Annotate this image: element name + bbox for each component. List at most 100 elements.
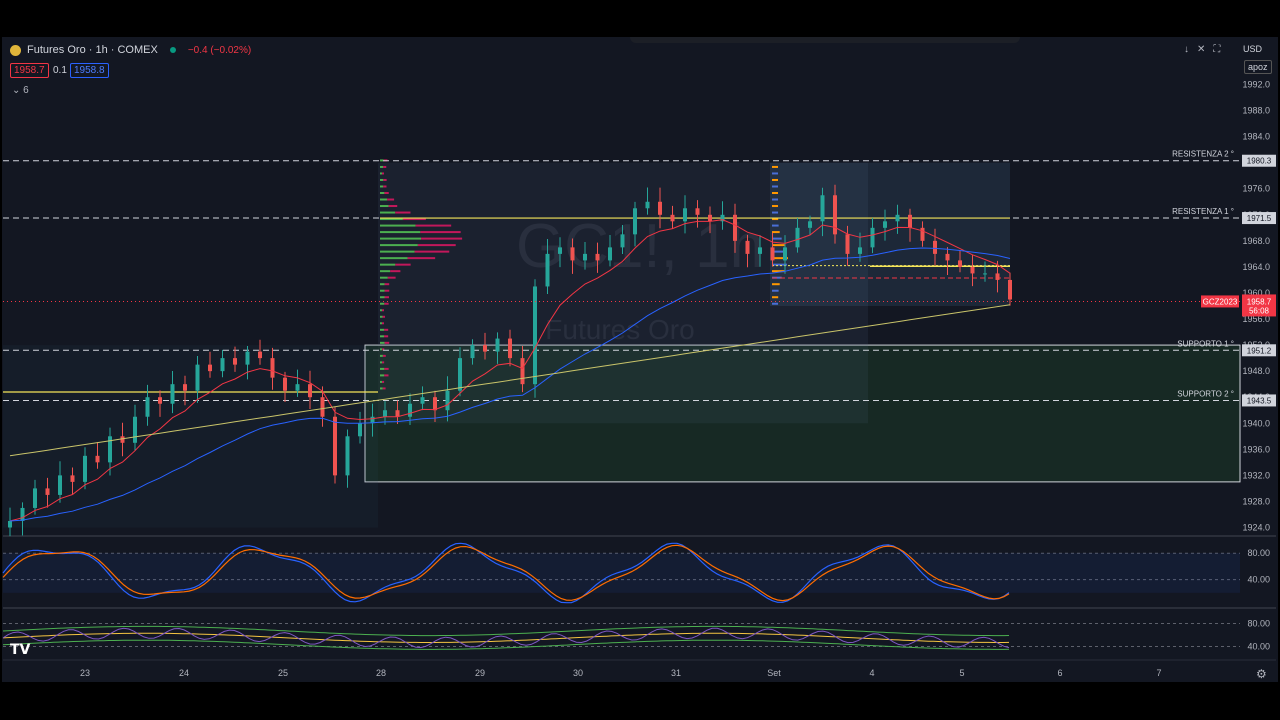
volume-bar <box>385 283 390 285</box>
volume-bar <box>383 185 386 187</box>
volume-bar <box>772 179 778 181</box>
sell-button[interactable]: 1958.7 <box>10 63 49 78</box>
volume-bar <box>380 244 418 246</box>
currency-selector[interactable]: USD <box>1243 44 1262 54</box>
oscillator-tick-label: 80.00 <box>1247 548 1270 558</box>
countdown-label: 56:08 <box>1249 306 1270 315</box>
candle <box>583 254 587 261</box>
download-icon[interactable]: ↓ <box>1184 44 1189 55</box>
volume-bar <box>772 303 778 305</box>
candle <box>21 508 25 521</box>
scale-mode-selector[interactable]: apoz <box>1244 60 1272 74</box>
volume-bar <box>380 270 390 272</box>
volume-bar <box>395 264 410 266</box>
candle <box>346 436 350 475</box>
volume-bar <box>385 342 390 344</box>
symbol-title[interactable]: Futures Oro · 1h · COMEX <box>27 44 158 56</box>
gear-icon[interactable]: ⚙ <box>1256 667 1267 681</box>
level-tag-label: 1980.3 <box>1247 157 1272 166</box>
volume-bar <box>384 335 388 337</box>
candle <box>646 202 650 209</box>
candle <box>183 384 187 391</box>
volume-bar <box>772 192 778 194</box>
y-tick-label: 1924.0 <box>1242 522 1270 532</box>
y-tick-label: 1984.0 <box>1242 132 1270 142</box>
volume-bar <box>418 244 456 246</box>
candle <box>483 345 487 352</box>
volume-bar <box>380 309 382 311</box>
volume-bar <box>380 322 382 324</box>
watermark-name: Futures Oro <box>545 314 694 345</box>
volume-bar <box>772 283 780 285</box>
candle <box>758 247 762 254</box>
symbol-header[interactable]: Futures Oro · 1h · COMEX −0.4 (−0.02%) <box>10 44 251 56</box>
volume-bar <box>415 251 450 253</box>
volume-bar <box>383 179 386 181</box>
volume-bar <box>382 309 384 311</box>
candle <box>558 247 562 254</box>
candle <box>958 260 962 267</box>
candle <box>733 215 737 241</box>
gold-icon <box>10 45 21 56</box>
x-tick-label: Set <box>767 668 781 678</box>
indicators-toggle[interactable]: ⌄ 6 <box>12 85 29 96</box>
candle <box>971 267 975 274</box>
candle <box>321 397 325 417</box>
candle <box>433 397 437 410</box>
volume-bar <box>380 368 384 370</box>
x-tick-label: 28 <box>376 668 386 678</box>
x-tick-label: 25 <box>278 668 288 678</box>
volume-bar <box>380 316 383 318</box>
collapse-icon[interactable]: ✕ <box>1197 44 1205 55</box>
candle <box>333 417 337 476</box>
candle <box>396 410 400 417</box>
candle <box>608 247 612 260</box>
volume-bar <box>385 296 390 298</box>
volume-bar <box>383 316 386 318</box>
candle <box>358 423 362 436</box>
candle <box>796 228 800 248</box>
candle <box>508 339 512 359</box>
volume-bar <box>772 166 778 168</box>
y-tick-label: 1940.0 <box>1242 418 1270 428</box>
fullscreen-icon[interactable]: ⛶ <box>1213 44 1220 55</box>
candle <box>933 241 937 254</box>
volume-bar <box>772 225 779 227</box>
candle <box>408 404 412 417</box>
volume-bar <box>380 238 421 240</box>
volume-bar <box>385 290 390 292</box>
volume-bar <box>380 225 416 227</box>
candle <box>58 475 62 495</box>
candle <box>46 488 50 495</box>
tradingview-logo-icon: TV <box>10 642 30 658</box>
x-tick-label: 4 <box>869 668 874 678</box>
spread-value: 0.1 <box>53 65 67 76</box>
volume-bar <box>420 231 460 233</box>
candle <box>71 475 75 482</box>
watermark-symbol: GC1!, 1h <box>516 212 764 281</box>
bb-lower-line <box>3 640 1009 649</box>
buy-button[interactable]: 1958.8 <box>70 63 109 78</box>
volume-bar <box>380 264 395 266</box>
volume-bar <box>380 290 385 292</box>
chart-tools: ↓ ✕ ⛶ <box>1184 44 1220 55</box>
candle <box>83 456 87 482</box>
volume-bar <box>380 342 385 344</box>
x-tick-label: 5 <box>959 668 964 678</box>
candle <box>783 247 787 260</box>
volume-profile-range <box>770 163 1010 306</box>
volume-bar <box>384 329 388 331</box>
volume-bar <box>382 381 384 383</box>
candle <box>1008 280 1012 300</box>
volume-bar <box>380 335 384 337</box>
candle <box>296 384 300 391</box>
volume-bar <box>380 257 408 259</box>
candle <box>858 247 862 254</box>
candle <box>471 345 475 358</box>
candle <box>221 358 225 371</box>
candle <box>846 234 850 254</box>
candle <box>921 228 925 241</box>
candle <box>158 397 162 404</box>
y-tick-label: 1988.0 <box>1242 106 1270 116</box>
